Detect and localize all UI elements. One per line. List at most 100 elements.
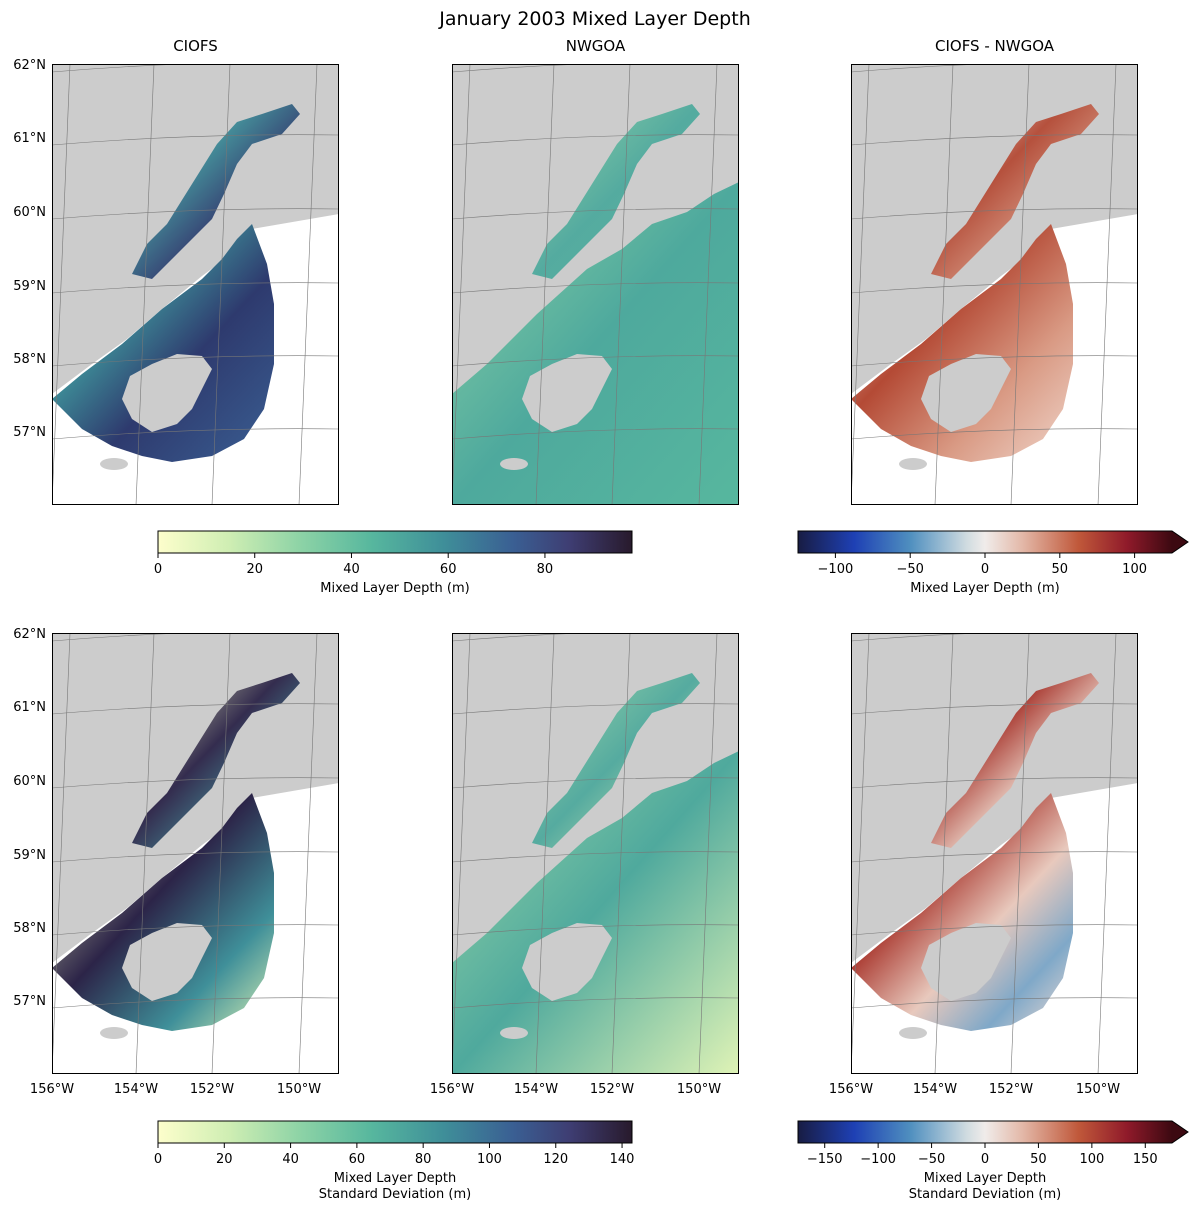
island-small — [100, 458, 128, 470]
model-field — [132, 673, 300, 848]
lon-tick-label: 150°W — [1076, 1082, 1120, 1097]
colorbar-extend-arrow — [1172, 531, 1188, 553]
graticule-parallel — [452, 997, 739, 1009]
lat-tick-label: 62°N — [13, 627, 46, 642]
lon-tick-label: 152°W — [989, 1082, 1033, 1097]
island-small — [500, 1027, 528, 1039]
model-field — [452, 751, 739, 1074]
graticule-parallel — [452, 633, 591, 642]
island-kodiak — [522, 354, 612, 432]
graticule-meridian — [611, 64, 631, 505]
colorbar-label: Mixed Layer Depth — [924, 1171, 1046, 1186]
colorbar-tick-label: −100 — [860, 1152, 896, 1167]
graticule-parallel — [851, 851, 1138, 863]
colorbar-tick-label: 20 — [246, 562, 263, 577]
figure-title: January 2003 Mixed Layer Depth — [438, 8, 750, 30]
panel-title: CIOFS — [173, 37, 218, 55]
colorbar-outline — [157, 1120, 633, 1144]
graticule-meridian — [934, 64, 954, 505]
lon-tick-label: 154°W — [913, 1082, 957, 1097]
graticule-meridian — [135, 633, 155, 1074]
graticule-meridian — [934, 633, 954, 1074]
graticule-parallel — [851, 282, 1138, 294]
graticule-meridian — [1010, 64, 1030, 505]
colorbar-tick-label: 40 — [282, 1152, 299, 1167]
graticule-parallel — [452, 703, 739, 715]
graticule-meridian — [452, 633, 471, 1074]
lon-tick-label: 156°W — [30, 1082, 74, 1097]
lon-tick-label: 152°W — [590, 1082, 634, 1097]
graticule-meridian — [535, 64, 555, 505]
graticule-parallel — [851, 428, 1138, 440]
colorbar-tick-label: 100 — [1079, 1152, 1104, 1167]
graticule-parallel — [52, 997, 339, 1009]
graticule-meridian — [211, 64, 231, 505]
graticule-parallel — [452, 777, 739, 789]
lon-tick-label: 154°W — [514, 1082, 558, 1097]
graticule-parallel — [452, 428, 739, 440]
lon-tick-label: 156°W — [430, 1082, 474, 1097]
colorbar-outline — [157, 530, 633, 554]
colorbar-tick-label: 80 — [415, 1152, 432, 1167]
colorbar-tick-label: 40 — [343, 562, 360, 577]
graticule-meridian — [298, 64, 318, 505]
graticule-parallel — [452, 282, 739, 294]
lat-tick-label: 60°N — [13, 774, 46, 789]
island-small — [500, 458, 528, 470]
colorbar-tick-label: 100 — [1122, 562, 1147, 577]
map-panel-r1c0: 62°N 61°N 60°N 59°N 58°N 57°N 156°W 154°W 152°W 1… — [13, 627, 339, 1097]
panel-title: CIOFS - NWGOA — [935, 37, 1055, 55]
graticule-meridian — [135, 64, 155, 505]
colorbar-tick-label: 150 — [1133, 1152, 1158, 1167]
colorbar-gradient — [798, 531, 1172, 553]
lat-tick-label: 59°N — [13, 279, 46, 294]
graticule-parallel — [851, 997, 1138, 1009]
graticule-parallel — [52, 428, 339, 440]
graticule-parallel — [52, 703, 339, 715]
colorbar-tick-label: −50 — [918, 1152, 945, 1167]
model-field — [132, 104, 300, 279]
graticule-meridian — [1097, 64, 1117, 505]
island-kodiak — [921, 354, 1011, 432]
graticule-parallel — [52, 355, 339, 367]
lon-tick-label: 150°W — [677, 1082, 721, 1097]
graticule-parallel — [452, 64, 591, 73]
colorbar-label: Mixed Layer Depth (m) — [910, 581, 1059, 596]
panel-frame — [851, 64, 1138, 505]
island-kodiak — [122, 923, 212, 1001]
graticule-parallel — [851, 924, 1138, 936]
colorbar-tick-label: 140 — [610, 1152, 635, 1167]
map-panel-r0c0: CIOFS 62°N 61°N 60°N 59°N 58°N 57°N — [13, 37, 339, 505]
graticule-meridian — [52, 64, 71, 505]
graticule-meridian — [1010, 633, 1030, 1074]
map-panel-r1c2: 156°W 154°W 152°W 150°W — [829, 633, 1138, 1097]
graticule-parallel — [851, 703, 1138, 715]
colorbar-label: Mixed Layer Depth — [334, 1171, 456, 1186]
colorbar-tick-label: 20 — [216, 1152, 233, 1167]
graticule-meridian — [211, 633, 231, 1074]
lon-tick-label: 150°W — [277, 1082, 321, 1097]
lat-tick-label: 61°N — [13, 700, 46, 715]
lat-tick-label: 62°N — [13, 58, 46, 73]
colorbar-tick-label: 0 — [154, 1152, 162, 1167]
graticule-parallel — [452, 355, 739, 367]
graticule-meridian — [698, 633, 718, 1074]
graticule-meridian — [611, 633, 631, 1074]
graticule-parallel — [452, 134, 739, 146]
graticule-meridian — [52, 633, 71, 1074]
colorbar-outline — [797, 1120, 1189, 1144]
colorbar-tick-label: 60 — [440, 562, 457, 577]
lon-tick-label: 154°W — [114, 1082, 158, 1097]
lat-tick-label: 58°N — [13, 921, 46, 936]
panel-frame — [851, 633, 1138, 1074]
colorbar-tick-label: 80 — [537, 562, 554, 577]
graticule-parallel — [52, 633, 191, 642]
model-field — [931, 104, 1099, 279]
graticule-parallel — [851, 208, 1138, 220]
graticule-meridian — [851, 633, 870, 1074]
graticule-parallel — [52, 64, 191, 73]
island-small — [899, 458, 927, 470]
graticule-meridian — [535, 633, 555, 1074]
island-small — [100, 1027, 128, 1039]
model-field — [532, 104, 700, 279]
